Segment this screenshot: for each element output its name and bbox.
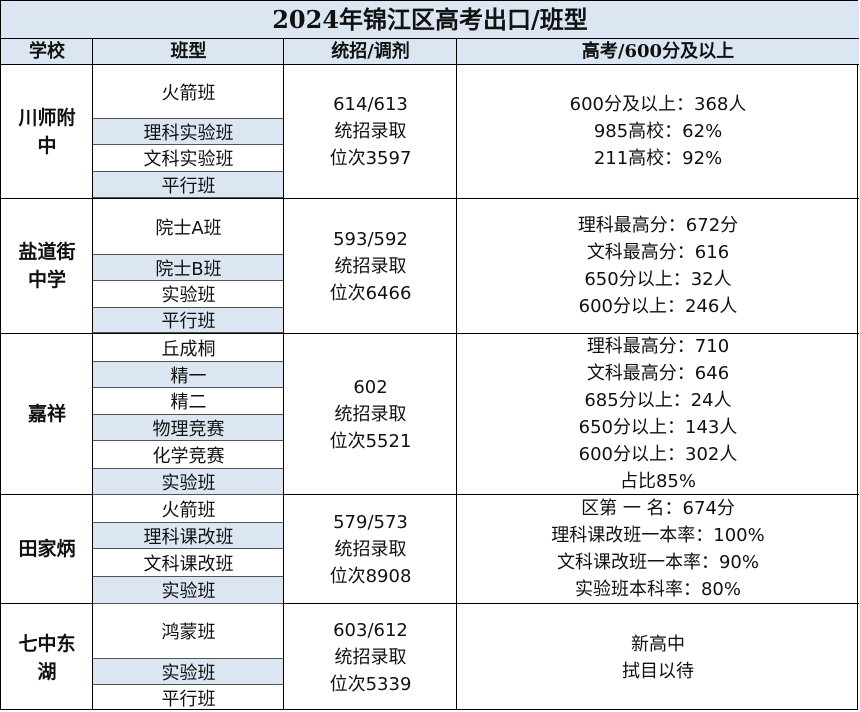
result-line: 实验班本科率：80% <box>574 579 741 600</box>
class-type-item: 理科实验班 <box>93 118 284 145</box>
result-line: 理科课改班一本率：100% <box>551 525 765 546</box>
school-name: 川师附中 <box>18 106 76 157</box>
recruit-info: 579/573 统招录取位次8908 <box>284 495 457 603</box>
exam-results: 600分及以上：368人 985高校：62% 211高校：92% <box>457 65 859 198</box>
class-type-item: 丘成桐 <box>161 338 216 360</box>
header-results: 高考/600分及以上 <box>457 39 859 65</box>
class-type-item: 平行班 <box>161 689 216 710</box>
class-type-list: 丘成桐 精一精二 物理竞赛化学竞赛 实验班 <box>93 334 284 495</box>
recruit-info: 603/612 统招录取位次5339 <box>284 604 457 711</box>
header-class-type: 班型 <box>93 39 284 65</box>
recruit-line: 位次5339 <box>329 674 412 695</box>
result-line: 理科最高分：710 <box>586 336 730 357</box>
result-line: 文科课改班一本率：90% <box>556 552 759 573</box>
recruit-info: 614/613 统招录取位次3597 <box>284 65 457 198</box>
class-type-item: 物理竞赛 <box>93 414 284 441</box>
result-line: 600分以上：302人 <box>578 444 738 465</box>
recruit-line: 位次5521 <box>329 430 412 452</box>
school-name: 嘉祥 <box>27 403 66 425</box>
recruit-line: 统招录取 <box>334 647 407 668</box>
result-line: 650分以上：32人 <box>584 269 732 290</box>
class-type-list: 院士A班院士B班实验班 平行班 <box>93 199 284 333</box>
column-divider <box>92 39 93 709</box>
recruit-line: 位次6466 <box>329 282 412 304</box>
result-line: 理科最高分：672分 <box>577 215 739 236</box>
recruit-line: 602 <box>353 376 388 398</box>
class-type-item: 理科课改班 <box>93 522 284 549</box>
school-name: 盐道街中学 <box>18 241 76 291</box>
class-type-list: 鸿蒙班 实验班 平行班 <box>93 604 284 711</box>
recruit-line: 位次3597 <box>329 148 412 169</box>
recruit-line: 614/613 <box>333 94 408 115</box>
school-group: 盐道街中学 院士A班 院士B班 实验班 平行班 593/592 统招录取 位次6466 理科最高… <box>1 199 859 334</box>
result-line: 211高校：92% <box>593 148 723 169</box>
school-group: 七中东湖 鸿蒙班 实验班 平行班 603/612 统招录取 位次5339 新高中 拭目以待 <box>1 604 859 711</box>
result-line: 拭目以待 <box>622 660 694 682</box>
exam-results: 区第 一 名：674分理科课改班一本率：100% 文科课改班一本率：90% 实验班本… <box>457 495 859 603</box>
class-type-item: 院士A班 <box>155 217 222 239</box>
class-type-item: 化学竞赛 <box>152 445 225 467</box>
result-line: 占比85% <box>619 471 696 492</box>
class-type-item: 火箭班 <box>161 82 216 104</box>
class-type-item: 实验班 <box>93 576 284 604</box>
exam-results: 新高中 拭目以待 <box>457 604 859 711</box>
class-type-item: 院士B班 <box>93 254 284 281</box>
school-name: 田家炳 <box>18 538 76 560</box>
school-group: 田家炳 火箭班 理科课改班 文科课改班 实验班 579/573 统招录取 位次8908 区第 一… <box>1 495 859 604</box>
exam-results: 理科最高分：672分 文科最高分：616 650分以上：32人 600分以上：246人 <box>457 199 859 333</box>
class-type-item: 鸿蒙班 <box>161 622 216 643</box>
class-type-item: 文科实验班 <box>143 149 234 170</box>
column-divider <box>283 39 284 709</box>
class-type-list: 火箭班 理科课改班文科课改班 实验班 <box>93 495 284 604</box>
class-type-item: 精一 <box>93 361 284 388</box>
header-school: 学校 <box>1 39 93 65</box>
school-group: 嘉祥 丘成桐 精一精二 物理竞赛化学竞赛 实验班 602 统招录取位次5521 理科最高分：7… <box>1 334 859 495</box>
recruit-line: 位次8908 <box>329 565 412 587</box>
result-line: 区第 一 名：674分 <box>581 498 735 519</box>
recruit-line: 统招录取 <box>334 538 407 560</box>
recruit-line: 579/573 <box>333 511 408 533</box>
result-line: 685分以上：24人 <box>584 390 732 411</box>
exam-results: 理科最高分：710 文科最高分：646 685分以上：24人 650分以上：143人 6… <box>457 334 859 494</box>
class-type-item: 实验班 <box>93 658 284 685</box>
table-title: 2024年锦江区高考出口/班型 <box>1 1 859 39</box>
recruit-line: 统招录取 <box>334 255 407 277</box>
result-line: 985高校：62% <box>593 121 723 142</box>
result-line: 600分以上：246人 <box>578 296 738 317</box>
header-recruit: 统招/调剂 <box>284 39 457 65</box>
column-divider <box>456 39 457 709</box>
result-line: 文科最高分：616 <box>586 242 730 263</box>
result-line: 新高中 <box>631 633 685 655</box>
recruit-info: 602 统招录取位次5521 <box>284 334 457 494</box>
result-line: 文科最高分：646 <box>586 363 730 384</box>
recruit-line: 统招录取 <box>334 121 407 142</box>
recruit-line: 593/592 <box>333 228 408 250</box>
result-line: 600分及以上：368人 <box>569 94 747 115</box>
class-type-item: 文科课改班 <box>143 553 234 575</box>
class-type-item: 实验班 <box>161 285 216 306</box>
recruit-line: 603/612 <box>333 620 408 641</box>
class-type-item: 实验班 <box>93 468 284 495</box>
class-type-item: 火箭班 <box>161 499 216 521</box>
class-type-list: 火箭班理科实验班文科实验班 平行班 <box>93 65 284 198</box>
recruit-info: 593/592 统招录取位次6466 <box>284 199 457 333</box>
class-type-item: 精二 <box>170 392 207 413</box>
recruit-line: 统招录取 <box>334 403 407 425</box>
class-type-item: 平行班 <box>93 171 284 198</box>
school-group: 川师附中 火箭班 理科实验班 文科实验班 平行班 614/613 统招录取 位次3597 600… <box>1 65 859 199</box>
school-name: 七中东湖 <box>18 632 76 683</box>
result-line: 650分以上：143人 <box>578 417 738 438</box>
class-type-item: 平行班 <box>93 307 284 333</box>
